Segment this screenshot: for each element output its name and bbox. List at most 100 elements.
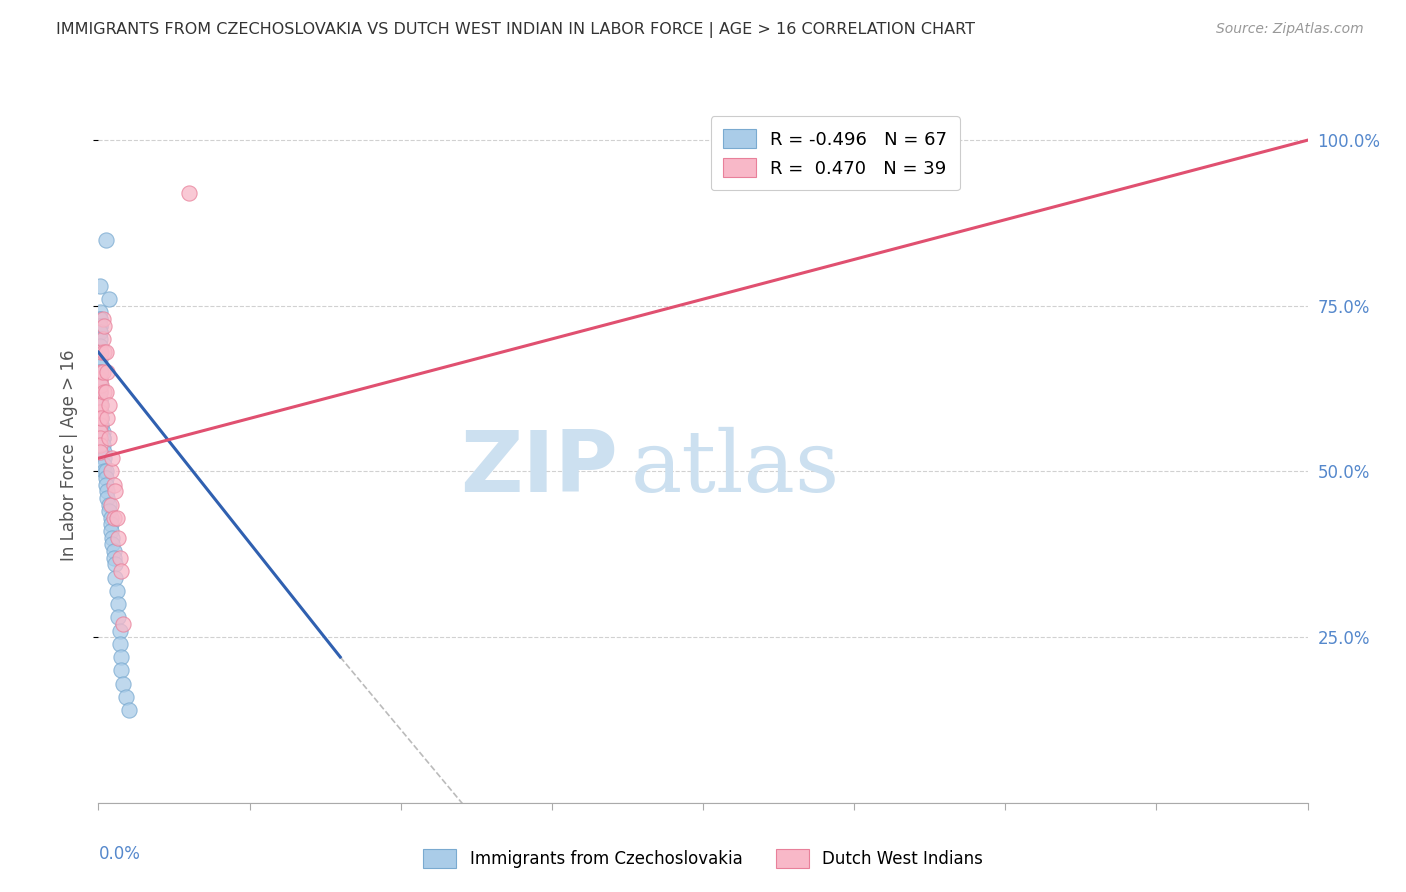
Point	[103, 511, 125, 525]
Point	[96, 491, 118, 505]
Point	[103, 544, 125, 558]
Legend: R = -0.496   N = 67, R =  0.470   N = 39: R = -0.496 N = 67, R = 0.470 N = 39	[711, 116, 960, 190]
Point	[91, 438, 114, 452]
Point	[89, 398, 111, 412]
Point	[108, 550, 131, 565]
Point	[104, 484, 127, 499]
Point	[89, 359, 111, 373]
Point	[100, 465, 122, 479]
Point	[90, 411, 112, 425]
Point	[89, 398, 111, 412]
Text: IMMIGRANTS FROM CZECHOSLOVAKIA VS DUTCH WEST INDIAN IN LABOR FORCE | AGE > 16 CO: IMMIGRANTS FROM CZECHOSLOVAKIA VS DUTCH …	[56, 22, 976, 38]
Point	[93, 345, 115, 359]
Point	[89, 411, 111, 425]
Point	[107, 597, 129, 611]
Point	[89, 318, 111, 333]
Point	[104, 558, 127, 572]
Point	[89, 392, 111, 406]
Point	[108, 637, 131, 651]
Point	[89, 312, 111, 326]
Y-axis label: In Labor Force | Age > 16: In Labor Force | Age > 16	[59, 349, 77, 561]
Point	[93, 384, 115, 399]
Point	[90, 365, 112, 379]
Point	[105, 511, 128, 525]
Point	[101, 531, 124, 545]
Point	[89, 384, 111, 399]
Point	[98, 498, 121, 512]
Point	[90, 378, 112, 392]
Point	[103, 550, 125, 565]
Point	[91, 425, 114, 439]
Point	[107, 610, 129, 624]
Point	[89, 418, 111, 433]
Point	[91, 431, 114, 445]
Point	[89, 384, 111, 399]
Point	[104, 570, 127, 584]
Point	[100, 524, 122, 538]
Point	[94, 345, 117, 359]
Point	[93, 451, 115, 466]
Legend: Immigrants from Czechoslovakia, Dutch West Indians: Immigrants from Czechoslovakia, Dutch We…	[416, 843, 990, 875]
Point	[93, 465, 115, 479]
Point	[96, 365, 118, 379]
Point	[98, 431, 121, 445]
Point	[89, 318, 111, 333]
Point	[111, 676, 134, 690]
Point	[91, 332, 114, 346]
Point	[98, 398, 121, 412]
Point	[118, 703, 141, 717]
Point	[89, 326, 111, 340]
Point	[90, 418, 112, 433]
Point	[91, 365, 114, 379]
Point	[89, 398, 111, 412]
Point	[89, 332, 111, 346]
Point	[94, 465, 117, 479]
Point	[90, 411, 112, 425]
Point	[89, 372, 111, 386]
Point	[94, 477, 117, 491]
Point	[89, 372, 111, 386]
Point	[89, 444, 111, 458]
Point	[107, 531, 129, 545]
Point	[105, 583, 128, 598]
Point	[114, 690, 136, 704]
Point	[90, 398, 112, 412]
Point	[100, 498, 122, 512]
Point	[94, 233, 117, 247]
Point	[89, 365, 111, 379]
Point	[179, 186, 201, 201]
Point	[90, 411, 112, 425]
Point	[110, 564, 132, 578]
Point	[110, 650, 132, 665]
Point	[90, 405, 112, 419]
Point	[89, 438, 111, 452]
Point	[89, 279, 111, 293]
Point	[90, 425, 112, 439]
Point	[103, 477, 125, 491]
Point	[94, 471, 117, 485]
Point	[91, 312, 114, 326]
Text: Source: ZipAtlas.com: Source: ZipAtlas.com	[1216, 22, 1364, 37]
Point	[90, 345, 112, 359]
Text: ZIP: ZIP	[461, 427, 619, 510]
Point	[89, 338, 111, 352]
Point	[89, 378, 111, 392]
Point	[101, 537, 124, 551]
Point	[89, 365, 111, 379]
Point	[93, 444, 115, 458]
Point	[98, 292, 121, 306]
Point	[89, 405, 111, 419]
Text: atlas: atlas	[630, 427, 839, 510]
Point	[89, 305, 111, 319]
Point	[89, 425, 111, 439]
Point	[89, 312, 111, 326]
Point	[89, 351, 111, 366]
Point	[90, 418, 112, 433]
Point	[111, 616, 134, 631]
Point	[91, 431, 114, 445]
Point	[94, 384, 117, 399]
Point	[96, 484, 118, 499]
Point	[100, 517, 122, 532]
Point	[89, 326, 111, 340]
Point	[89, 392, 111, 406]
